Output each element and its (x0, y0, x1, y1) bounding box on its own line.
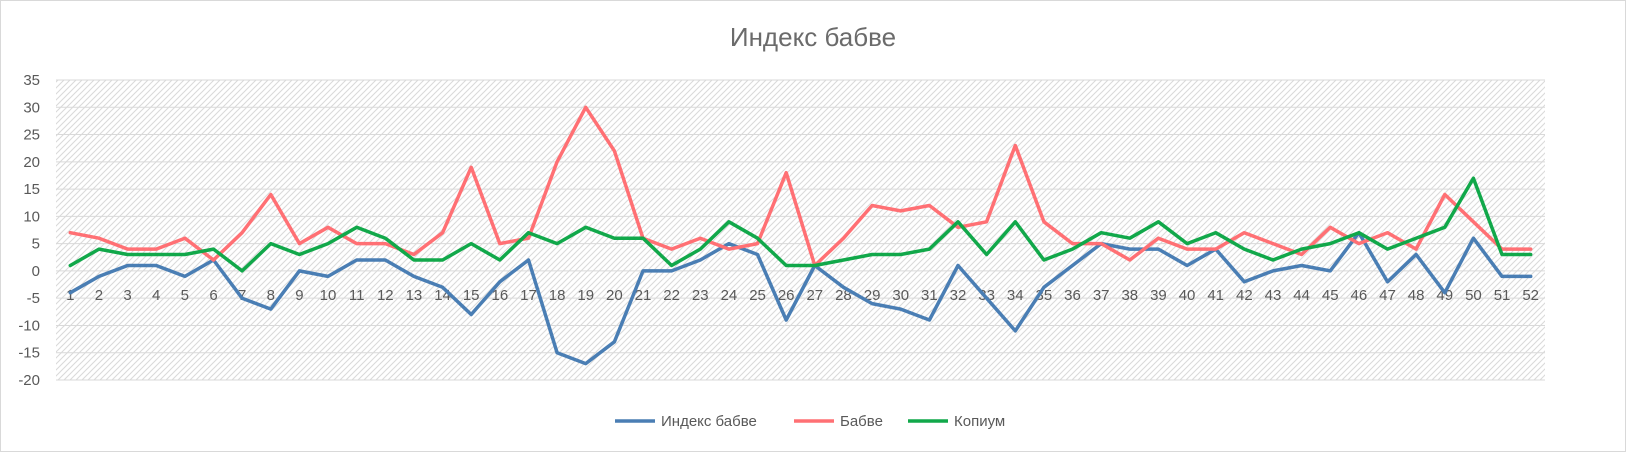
x-tick-label: 22 (663, 287, 680, 304)
x-tick-label: 32 (950, 287, 967, 304)
y-tick-label: 20 (23, 154, 40, 171)
x-tick-label: 31 (921, 287, 938, 304)
x-tick-label: 49 (1436, 287, 1453, 304)
x-tick-label: 30 (892, 287, 909, 304)
x-tick-label: 26 (778, 287, 795, 304)
chart-title: Индекс бабве (730, 22, 896, 52)
x-tick-label: 4 (152, 287, 160, 304)
y-tick-label: 15 (23, 181, 40, 198)
x-tick-label: 42 (1236, 287, 1253, 304)
x-tick-label: 43 (1265, 287, 1282, 304)
x-tick-label: 36 (1064, 287, 1081, 304)
x-tick-label: 6 (209, 287, 217, 304)
x-tick-label: 3 (123, 287, 131, 304)
series-line (68, 176, 1533, 273)
x-tick-label: 37 (1093, 287, 1110, 304)
x-tick-label: 1 (66, 287, 74, 304)
x-tick-label: 24 (721, 287, 738, 304)
y-tick-label: 35 (23, 72, 40, 89)
y-tick-label: 0 (32, 263, 40, 280)
x-tick-label: 51 (1494, 287, 1511, 304)
x-tick-label: 18 (549, 287, 566, 304)
x-tick-label: 41 (1207, 287, 1224, 304)
x-tick-label: 17 (520, 287, 537, 304)
y-tick-label: -5 (27, 290, 40, 307)
x-tick-label: 52 (1522, 287, 1539, 304)
legend-label: Копиум (954, 413, 1005, 430)
x-tick-label: 40 (1179, 287, 1196, 304)
x-tick-label: 2 (95, 287, 103, 304)
series-line (68, 230, 1533, 366)
x-tick-label: 9 (295, 287, 303, 304)
x-tick-label: 5 (181, 287, 189, 304)
gridlines (56, 79, 1545, 381)
x-tick-label: 12 (377, 287, 394, 304)
x-axis-ticks: 1 2 3 4 5 6 7 8 9 10 11 12 13 14 15 16 17 18 19 20 21 22 23 24 2… (66, 287, 1539, 304)
legend-label: Индекс бабве (661, 413, 757, 430)
x-tick-label: 8 (267, 287, 275, 304)
x-tick-label: 20 (606, 287, 623, 304)
x-tick-label: 25 (749, 287, 766, 304)
x-tick-label: 13 (406, 287, 423, 304)
legend-label: Бабве (840, 413, 883, 430)
x-tick-label: 27 (806, 287, 823, 304)
y-tick-label: 5 (32, 236, 40, 253)
legend: Индекс бабве Бабве Копиум (615, 413, 1005, 430)
series-lines (68, 105, 1533, 366)
y-tick-label: 30 (23, 99, 40, 116)
x-tick-label: 46 (1351, 287, 1368, 304)
x-tick-label: 19 (577, 287, 594, 304)
y-axis-ticks: 35 30 25 20 15 10 5 0 -5 -10 -15 -20 (18, 72, 40, 389)
y-tick-label: 25 (23, 127, 40, 144)
y-tick-label: -15 (18, 345, 40, 362)
y-tick-label: 10 (23, 208, 40, 225)
x-tick-label: 10 (320, 287, 337, 304)
x-tick-label: 39 (1150, 287, 1167, 304)
x-tick-label: 16 (491, 287, 508, 304)
series-line (68, 105, 1533, 268)
x-tick-label: 38 (1121, 287, 1138, 304)
x-tick-label: 47 (1379, 287, 1396, 304)
x-tick-label: 44 (1293, 287, 1310, 304)
x-tick-label: 50 (1465, 287, 1482, 304)
x-tick-label: 21 (635, 287, 652, 304)
x-tick-label: 11 (349, 287, 365, 304)
x-tick-label: 45 (1322, 287, 1339, 304)
plot-area (56, 80, 1545, 380)
x-tick-label: 34 (1007, 287, 1024, 304)
x-tick-label: 23 (692, 287, 709, 304)
y-tick-label: -10 (18, 317, 40, 334)
x-tick-label: 48 (1408, 287, 1425, 304)
x-tick-label: 15 (463, 287, 480, 304)
y-tick-label: -20 (18, 372, 40, 389)
